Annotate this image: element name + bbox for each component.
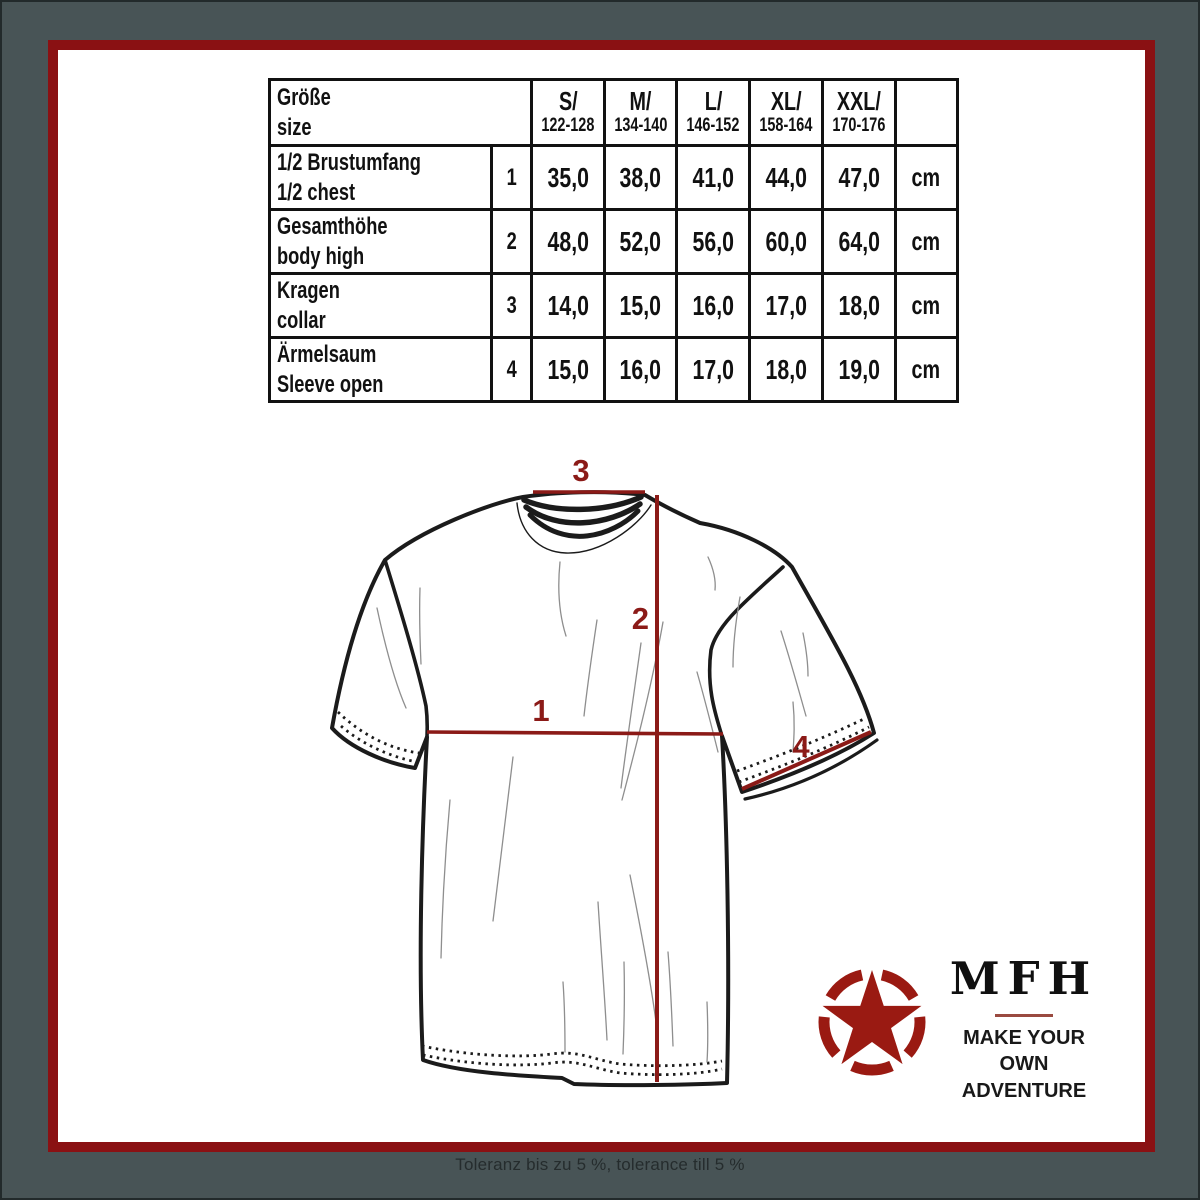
measure-label-de: Kragen bbox=[277, 276, 340, 304]
size-col-m: M/ 134-140 bbox=[602, 78, 679, 147]
size-header-cell: Größe size bbox=[268, 78, 533, 147]
size-range: 158-164 bbox=[759, 115, 813, 137]
brand-divider bbox=[995, 1014, 1053, 1017]
value-cell: 47,0 bbox=[820, 144, 897, 211]
value-cell: 56,0 bbox=[675, 208, 752, 275]
unit-cell: cm bbox=[893, 336, 959, 403]
marker-cell: 2 bbox=[490, 208, 533, 275]
table-row-sleeve: Ärmelsaum Sleeve open 4 15,0 16,0 17,0 1… bbox=[268, 336, 959, 403]
size-name: M/ bbox=[629, 85, 652, 116]
value-cell: 14,0 bbox=[530, 272, 606, 339]
measure-label-cell: Kragen collar bbox=[268, 272, 493, 339]
measure-label-en: body high bbox=[277, 242, 365, 270]
value-cell: 60,0 bbox=[748, 208, 824, 275]
measure-label-cell: Ärmelsaum Sleeve open bbox=[268, 336, 493, 403]
value-cell: 52,0 bbox=[602, 208, 679, 275]
size-col-l: L/ 146-152 bbox=[675, 78, 752, 147]
table-row-chest: 1/2 Brustumfang 1/2 chest 1 35,0 38,0 41… bbox=[268, 144, 959, 211]
size-col-xxl: XXL/ 170-176 bbox=[820, 78, 897, 147]
size-table-header-row: Größe size S/ 122-128 M/ 134-140 L/ 146-… bbox=[268, 78, 959, 147]
table-row-collar: Kragen collar 3 14,0 15,0 16,0 17,0 18,0… bbox=[268, 272, 959, 339]
value-cell: 18,0 bbox=[820, 272, 897, 339]
value-cell: 15,0 bbox=[602, 272, 679, 339]
size-range: 170-176 bbox=[832, 115, 886, 137]
measure-label-cell: 1/2 Brustumfang 1/2 chest bbox=[268, 144, 493, 211]
tagline-line2: ADVENTURE bbox=[961, 1079, 1087, 1102]
marker-cell: 1 bbox=[490, 144, 533, 211]
value-cell: 15,0 bbox=[530, 336, 606, 403]
marker-cell: 4 bbox=[490, 336, 533, 403]
value-cell: 35,0 bbox=[530, 144, 606, 211]
value-cell: 16,0 bbox=[602, 336, 679, 403]
size-name: L/ bbox=[704, 85, 723, 116]
size-table: Größe size S/ 122-128 M/ 134-140 L/ 146-… bbox=[268, 78, 959, 403]
size-range: 134-140 bbox=[614, 115, 668, 137]
size-range: 122-128 bbox=[541, 115, 595, 137]
size-col-xl: XL/ 158-164 bbox=[748, 78, 824, 147]
size-name: XXL/ bbox=[836, 85, 881, 116]
unit-header-cell bbox=[893, 78, 959, 147]
size-label-de: Größe bbox=[277, 83, 331, 111]
size-name: S/ bbox=[558, 85, 578, 116]
measure-label-de: Gesamthöhe bbox=[277, 212, 388, 240]
value-cell: 19,0 bbox=[820, 336, 897, 403]
value-cell: 17,0 bbox=[675, 336, 752, 403]
brand-name: MFH bbox=[949, 952, 1099, 1005]
size-name: XL/ bbox=[770, 85, 802, 116]
size-col-s: S/ 122-128 bbox=[530, 78, 606, 147]
unit-cell: cm bbox=[893, 208, 959, 275]
value-cell: 64,0 bbox=[820, 208, 897, 275]
measure-label-en: collar bbox=[277, 306, 326, 334]
value-cell: 38,0 bbox=[602, 144, 679, 211]
unit-cell: cm bbox=[893, 272, 959, 339]
value-cell: 18,0 bbox=[748, 336, 824, 403]
measure-label-en: 1/2 chest bbox=[277, 178, 356, 206]
measure-label-de: Ärmelsaum bbox=[277, 340, 377, 368]
unit-cell: cm bbox=[893, 144, 959, 211]
value-cell: 16,0 bbox=[675, 272, 752, 339]
value-cell: 48,0 bbox=[530, 208, 606, 275]
value-cell: 17,0 bbox=[748, 272, 824, 339]
mfh-logo-text: MFH MAKE YOUR OWN ADVENTURE bbox=[938, 956, 1110, 1104]
table-row-body-height: Gesamthöhe body high 2 48,0 52,0 56,0 60… bbox=[268, 208, 959, 275]
measure-label-en: Sleeve open bbox=[277, 370, 384, 398]
tolerance-note: Toleranz bis zu 5 %, tolerance till 5 % bbox=[455, 1155, 745, 1174]
tagline-line1: MAKE YOUR OWN bbox=[963, 1027, 1085, 1076]
value-cell: 44,0 bbox=[748, 144, 824, 211]
marker-cell: 3 bbox=[490, 272, 533, 339]
size-range: 146-152 bbox=[686, 115, 740, 137]
measure-label-de: 1/2 Brustumfang bbox=[277, 148, 421, 176]
value-cell: 41,0 bbox=[675, 144, 752, 211]
measure-label-cell: Gesamthöhe body high bbox=[268, 208, 493, 275]
size-label-en: size bbox=[277, 113, 312, 141]
